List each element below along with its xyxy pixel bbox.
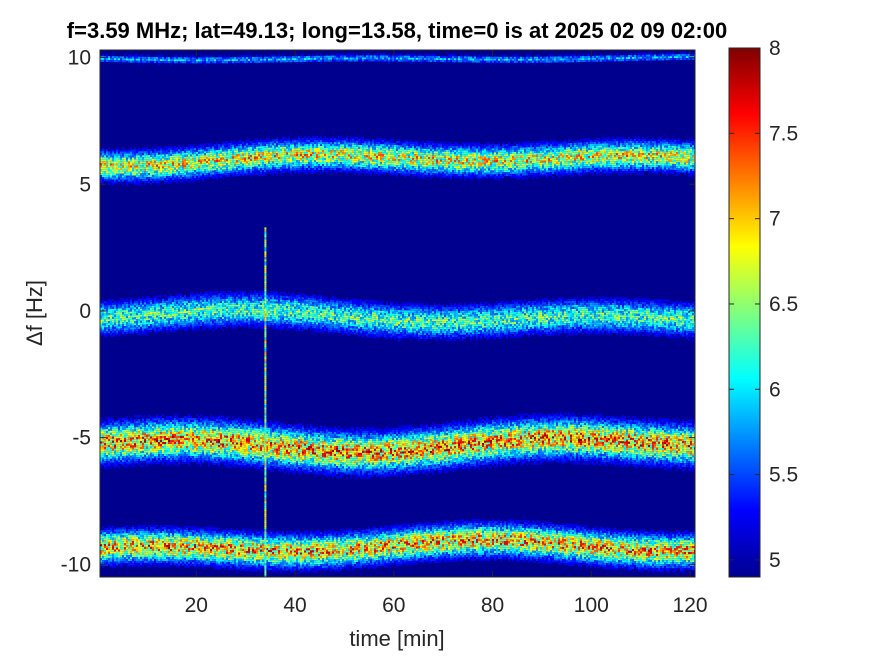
x-tick-label: 100 (574, 594, 609, 617)
x-tick-label: 40 (283, 594, 306, 617)
colorbar (729, 48, 760, 577)
vertical-transient-line (264, 227, 266, 577)
colorbar-tick-label: 5 (769, 549, 781, 572)
colorbar-tick-label: 6 (769, 378, 781, 401)
y-axis-label: Δf [Hz] (22, 280, 47, 346)
chart-title: f=3.59 MHz; lat=49.13; long=13.58, time=… (67, 18, 727, 43)
colorbar-tick-label: 8 (769, 37, 781, 60)
y-tick-label: -10 (61, 553, 91, 576)
colorbar-tick-label: 7.5 (769, 122, 798, 145)
y-tick-label: 5 (79, 173, 91, 196)
x-tick-label: 60 (382, 594, 405, 617)
x-tick-label: 120 (673, 594, 708, 617)
y-tick-label: 10 (68, 47, 91, 70)
colorbar-tick-label: 6.5 (769, 293, 798, 316)
colorbar-tick-label: 5.5 (769, 464, 798, 487)
x-axis-label: time [min] (349, 626, 444, 651)
y-tick-label: 0 (79, 300, 91, 323)
y-tick-label: -5 (72, 427, 91, 450)
x-tick-label: 80 (481, 594, 504, 617)
colorbar-tick-label: 7 (769, 208, 781, 231)
x-tick-label: 20 (185, 594, 208, 617)
